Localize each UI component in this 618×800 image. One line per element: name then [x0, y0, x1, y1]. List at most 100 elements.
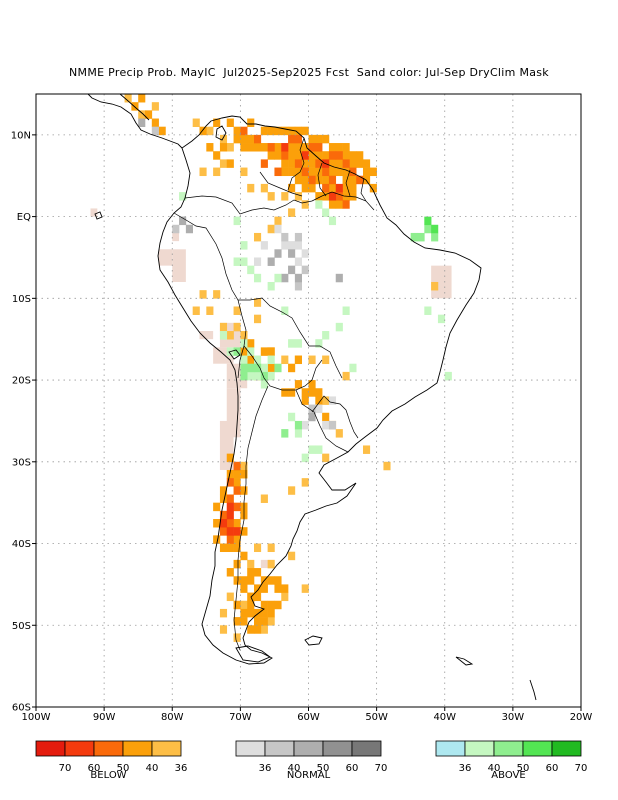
prob-cell-below-50: [254, 134, 262, 144]
prob-cell-below-40: [260, 617, 268, 626]
prob-cell-below-50: [288, 134, 296, 144]
prob-cell-below-36: [247, 183, 255, 193]
prob-cell-above-40: [274, 273, 282, 283]
prob-cell-above-40: [267, 281, 275, 291]
prob-cell-below-40: [342, 143, 350, 152]
prob-cell-below-40: [233, 519, 241, 528]
prob-cell-below-40: [233, 559, 241, 569]
prob-cell-below-36: [240, 461, 248, 471]
prob-cell-below-40: [213, 519, 221, 528]
prob-cell-below-50: [349, 167, 357, 177]
prob-cell-normal-36: [288, 241, 296, 250]
prob-cell-below-40: [240, 551, 248, 561]
prob-cell-below-36: [294, 192, 302, 201]
prob-cell-below-40: [260, 126, 268, 136]
prob-cell-below-40: [267, 151, 275, 160]
prob-cell-below-40: [356, 151, 364, 160]
prob-cell-below-40: [288, 151, 296, 160]
prob-cell-below-50: [294, 134, 302, 144]
prob-cell-below-40: [138, 94, 146, 103]
dry-mask-cell: [172, 249, 186, 282]
prob-cell-below-40: [254, 143, 262, 152]
prob-cell-above-60: [431, 224, 439, 234]
prob-cell-below-40: [267, 600, 275, 610]
prob-cell-above-40: [349, 363, 357, 373]
prob-cell-normal-50: [281, 273, 289, 283]
prob-cell-above-40: [254, 371, 262, 381]
prob-cell-above-50: [274, 363, 282, 373]
prob-cell-below-40: [349, 151, 357, 160]
dry-mask-cell: [199, 331, 214, 340]
prob-cell-below-36: [267, 224, 275, 234]
prob-cell-below-36: [267, 559, 275, 569]
prob-cell-below-40: [247, 625, 255, 634]
prob-cell-below-40: [335, 200, 343, 209]
legend-normal-tick: 50: [317, 763, 330, 774]
prob-cell-above-40: [240, 339, 248, 348]
prob-cell-above-40: [424, 306, 432, 315]
prob-cell-normal-40: [328, 420, 337, 430]
prob-cell-below-36: [322, 453, 330, 463]
prob-cell-above-40: [233, 257, 241, 266]
prob-cell-below-50: [260, 159, 268, 168]
prob-cell-below-60: [281, 143, 289, 152]
prob-cell-below-40: [274, 576, 282, 585]
prob-cell-below-36: [274, 216, 282, 226]
prob-cell-below-60: [226, 527, 234, 536]
prob-cell-below-40: [240, 469, 248, 479]
prob-cell-below-40: [206, 143, 214, 152]
lat-tick-label: 50S: [12, 621, 31, 632]
prob-cell-below-40: [349, 175, 357, 185]
prob-cell-below-40: [369, 183, 377, 193]
prob-cell-below-36: [281, 355, 289, 365]
prob-cell-below-60: [219, 519, 228, 528]
lat-tick-label: 10S: [12, 294, 31, 305]
prob-cell-below-40: [274, 151, 282, 160]
prob-cell-below-36: [267, 192, 275, 201]
prob-cell-normal-36: [301, 420, 309, 430]
prob-cell-above-40: [308, 445, 316, 454]
prob-cell-below-40: [322, 412, 330, 422]
legend-normal-swatch: [351, 740, 382, 757]
prob-cell-above-60: [424, 216, 432, 226]
prob-cell-below-40: [294, 380, 302, 389]
prob-cell-below-40: [233, 126, 241, 136]
prob-cell-below-40: [342, 183, 350, 193]
prob-cell-above-40: [315, 200, 323, 209]
prob-cell-below-36: [226, 331, 234, 340]
prob-cell-below-50: [308, 143, 316, 152]
legend-below-swatch: [64, 740, 95, 757]
prob-cell-above-40: [240, 257, 248, 266]
prob-cell-below-40: [267, 608, 275, 618]
prob-cell-below-36: [260, 625, 268, 634]
prob-cell-normal-40: [151, 126, 159, 136]
prob-cell-below-40: [260, 608, 268, 618]
legend-normal-swatch: [235, 740, 266, 757]
prob-cell-below-36: [219, 625, 228, 634]
lon-tick-label: 30W: [502, 712, 525, 723]
prob-cell-below-36: [192, 306, 200, 315]
prob-cell-below-40: [308, 134, 316, 144]
prob-cell-below-36: [281, 192, 289, 201]
prob-cell-above-40: [240, 355, 248, 365]
prob-cell-below-50: [267, 143, 275, 152]
prob-cell-below-50: [322, 183, 330, 193]
legend-normal-swatch: [322, 740, 353, 757]
prob-cell-below-40: [281, 126, 289, 136]
prob-cell-below-40: [226, 118, 234, 127]
probability-legend: 70 60 50 40 36 36 40 50 60 70 36 40 50 60 70: [35, 740, 587, 774]
prob-cell-below-36: [240, 331, 248, 340]
prob-cell-below-40: [254, 617, 262, 626]
prob-cell-below-40: [281, 584, 289, 593]
prob-cell-below-36: [301, 478, 309, 487]
prob-cell-below-40: [233, 617, 241, 626]
prob-cell-below-40: [301, 143, 309, 152]
prob-cell-below-60: [233, 527, 241, 536]
prob-cell-below-40: [363, 167, 371, 177]
prob-cell-below-40: [288, 126, 296, 136]
prob-cell-below-36: [342, 371, 350, 381]
prob-cell-below-36: [226, 143, 234, 152]
prob-cell-below-40: [219, 543, 228, 553]
prob-cell-below-40: [226, 159, 234, 168]
prob-cell-below-50: [328, 151, 337, 160]
